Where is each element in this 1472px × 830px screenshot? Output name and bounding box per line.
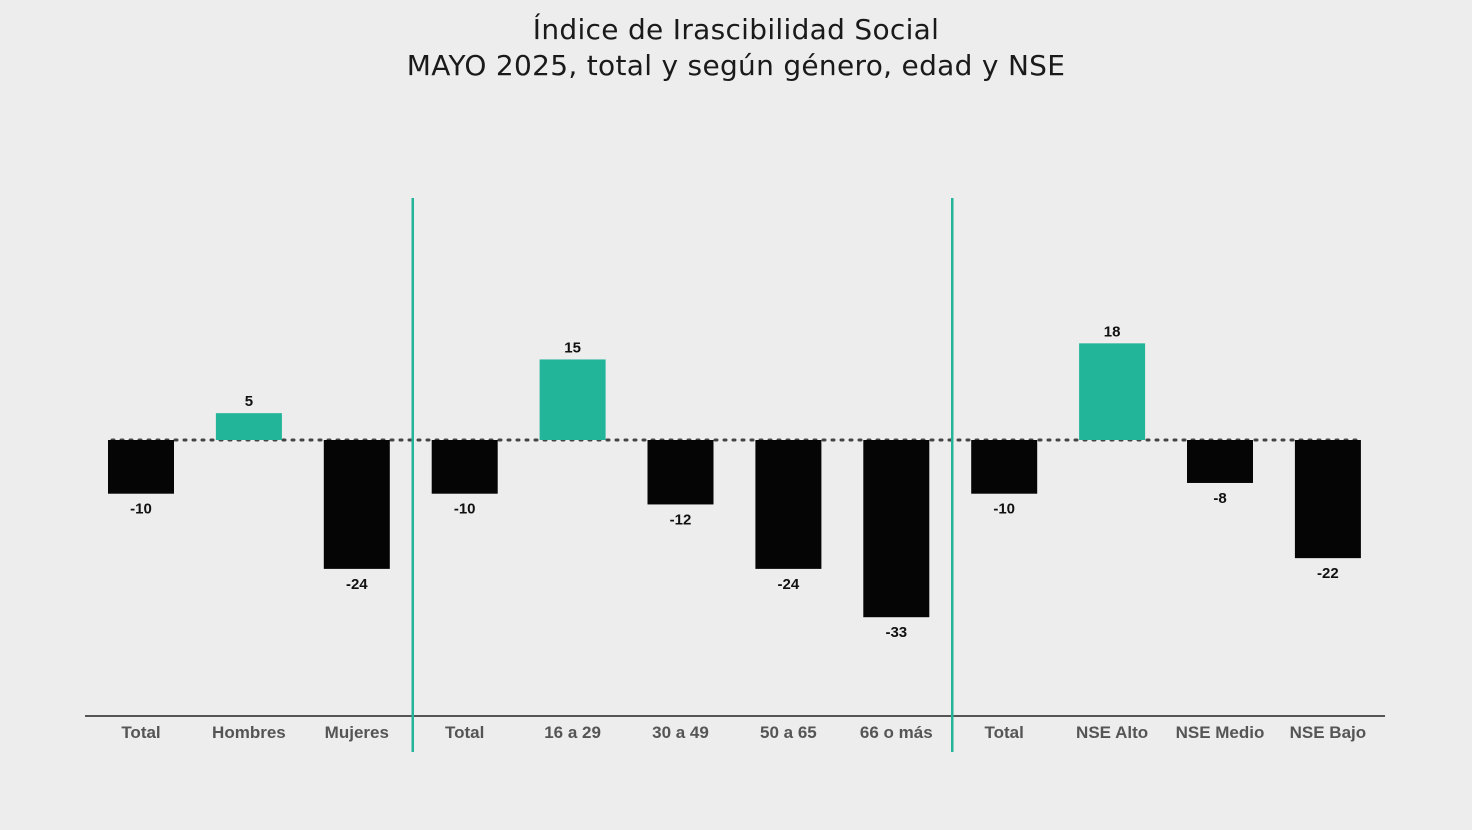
chart-title: Índice de Irascibilidad Social: [532, 13, 940, 46]
data-label: -24: [346, 576, 368, 593]
chart-subtitle: MAYO 2025, total y según género, edad y …: [406, 49, 1066, 82]
bar: [1079, 343, 1146, 440]
data-label: -8: [1213, 490, 1226, 507]
bar: [431, 440, 498, 494]
bar: [971, 440, 1038, 494]
data-label: 5: [245, 393, 253, 410]
bar: [863, 440, 930, 618]
bar: [539, 359, 606, 440]
x-tick-label: 50 a 65: [760, 723, 817, 742]
data-label: -10: [454, 501, 476, 518]
bar: [1187, 440, 1253, 483]
data-label: 18: [1104, 323, 1121, 340]
x-tick-label: NSE Medio: [1176, 723, 1265, 742]
bar: [1294, 440, 1361, 559]
data-label: -33: [885, 624, 907, 641]
data-label: -22: [1317, 565, 1339, 582]
x-tick-label: Mujeres: [325, 723, 389, 742]
bar: [323, 440, 390, 569]
bar: [755, 440, 822, 569]
x-tick-label: 66 o más: [860, 723, 933, 742]
x-tick-label: 16 a 29: [544, 723, 601, 742]
data-label: -10: [130, 501, 152, 518]
x-tick-label: Total: [985, 723, 1024, 742]
data-label: -10: [993, 501, 1015, 518]
data-label: -24: [778, 576, 800, 593]
x-tick-label: Total: [121, 723, 160, 742]
bar: [108, 440, 174, 494]
x-tick-label: Total: [445, 723, 484, 742]
data-label: 15: [564, 339, 581, 356]
bar: [215, 413, 282, 440]
x-tick-label: 30 a 49: [652, 723, 709, 742]
data-label: -12: [670, 511, 692, 528]
x-tick-label: NSE Bajo: [1290, 723, 1367, 742]
bar: [647, 440, 714, 505]
x-tick-label: NSE Alto: [1076, 723, 1148, 742]
chart-title-block: Índice de Irascibilidad Social MAYO 2025…: [0, 12, 1472, 84]
x-tick-label: Hombres: [212, 723, 286, 742]
